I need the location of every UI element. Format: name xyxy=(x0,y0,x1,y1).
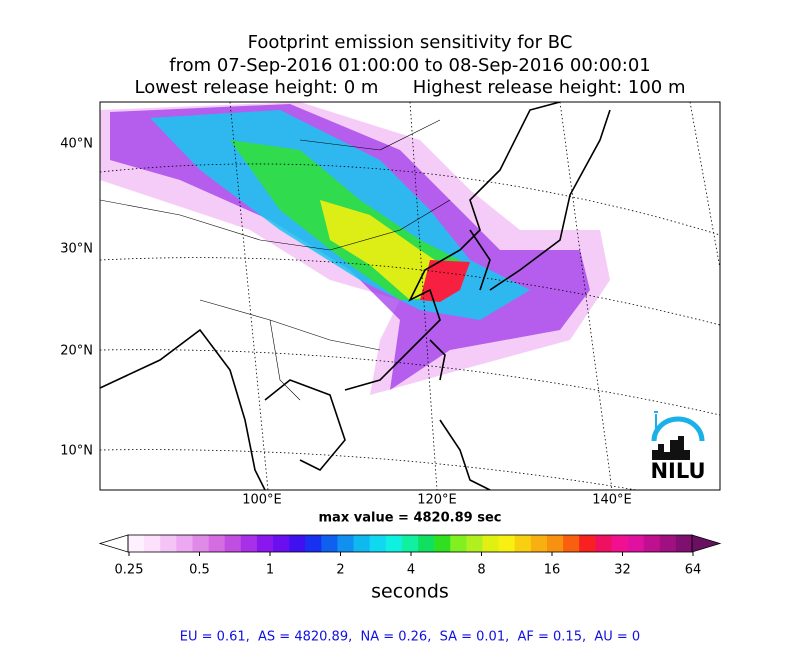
colorbar-tick-label: 2 xyxy=(336,563,344,578)
colorbar-segment xyxy=(176,535,193,552)
colorbar-segment xyxy=(530,535,548,552)
lat-label: 30°N xyxy=(60,242,93,257)
colorbar-segment xyxy=(128,535,145,552)
footer: EU = 0.61, AS = 4820.89, NA = 0.26, SA =… xyxy=(180,630,640,645)
logo-text: NILU xyxy=(650,459,705,483)
colorbar-frame xyxy=(127,534,693,553)
colorbar-segment xyxy=(401,535,419,552)
colorbar-over xyxy=(691,534,722,553)
colorbar-label: seconds xyxy=(371,581,449,603)
colorbar-segment xyxy=(466,535,483,552)
lon-label: 100°E xyxy=(242,493,282,508)
colorbar-segment xyxy=(546,535,564,552)
lat-label: 40°N xyxy=(60,137,93,152)
colorbar-under xyxy=(98,534,129,553)
colorbar-tick-label: 0.25 xyxy=(115,563,144,578)
title-line: Lowest release height: 0 m Highest relea… xyxy=(135,77,686,98)
colorbar-segment xyxy=(579,535,596,552)
colorbar-segment xyxy=(240,535,258,552)
colorbar-tick-label: 0.5 xyxy=(189,563,210,578)
colorbar-tick-label: 1 xyxy=(266,563,274,578)
colorbar-segment xyxy=(627,535,644,552)
plume xyxy=(100,102,610,395)
colorbar-segment xyxy=(563,535,580,552)
colorbar-segment xyxy=(353,535,371,552)
colorbar-segment xyxy=(305,535,322,552)
lat-label: 10°N xyxy=(60,444,93,459)
colorbar-tick-label: 16 xyxy=(544,563,561,578)
colorbar-segment xyxy=(643,535,661,552)
colorbar-segment xyxy=(224,535,242,552)
colorbar-segment xyxy=(321,535,338,552)
lat-label: 20°N xyxy=(60,344,93,359)
colorbar-segment xyxy=(273,535,290,552)
colorbar-tick-label: 4 xyxy=(407,563,415,578)
colorbar-segment xyxy=(675,535,693,552)
title-line: Footprint emission sensitivity for BC xyxy=(248,32,573,53)
colorbar-segment xyxy=(595,535,612,552)
colorbar-segment xyxy=(514,535,532,552)
colorbar-segment xyxy=(434,535,451,552)
colorbar-segment xyxy=(450,535,467,552)
colorbar-segment xyxy=(369,535,387,552)
colorbar-tick-label: 8 xyxy=(477,563,485,578)
colorbar-segment xyxy=(144,535,161,552)
graticule xyxy=(100,102,720,490)
colorbar-segment xyxy=(208,535,225,552)
map xyxy=(100,102,720,490)
colorbar-segment xyxy=(289,535,306,552)
colorbar-tick-label: 32 xyxy=(614,563,631,578)
colorbar-segment xyxy=(659,535,677,552)
lon-label: 140°E xyxy=(592,493,632,508)
colorbar-segment xyxy=(160,535,177,552)
annotation: max value = 4820.89 sec xyxy=(319,511,502,526)
lon-label: 120°E xyxy=(417,493,457,508)
map-frame xyxy=(99,101,721,491)
colorbar-segment xyxy=(482,535,499,552)
nilu-logo: NILU xyxy=(650,411,706,483)
colorbar-segment xyxy=(337,535,354,552)
coastline xyxy=(100,102,611,490)
colorbar-segment xyxy=(611,535,628,552)
colorbar-segment xyxy=(256,535,274,552)
colorbar-segment xyxy=(418,535,435,552)
colorbar-segment xyxy=(498,535,516,552)
colorbar-segment xyxy=(192,535,209,552)
colorbar-segment xyxy=(385,535,403,552)
colorbar-tick-label: 64 xyxy=(685,563,702,578)
borders xyxy=(100,119,451,401)
title-line: from 07-Sep-2016 01:00:00 to 08-Sep-2016… xyxy=(169,55,651,76)
